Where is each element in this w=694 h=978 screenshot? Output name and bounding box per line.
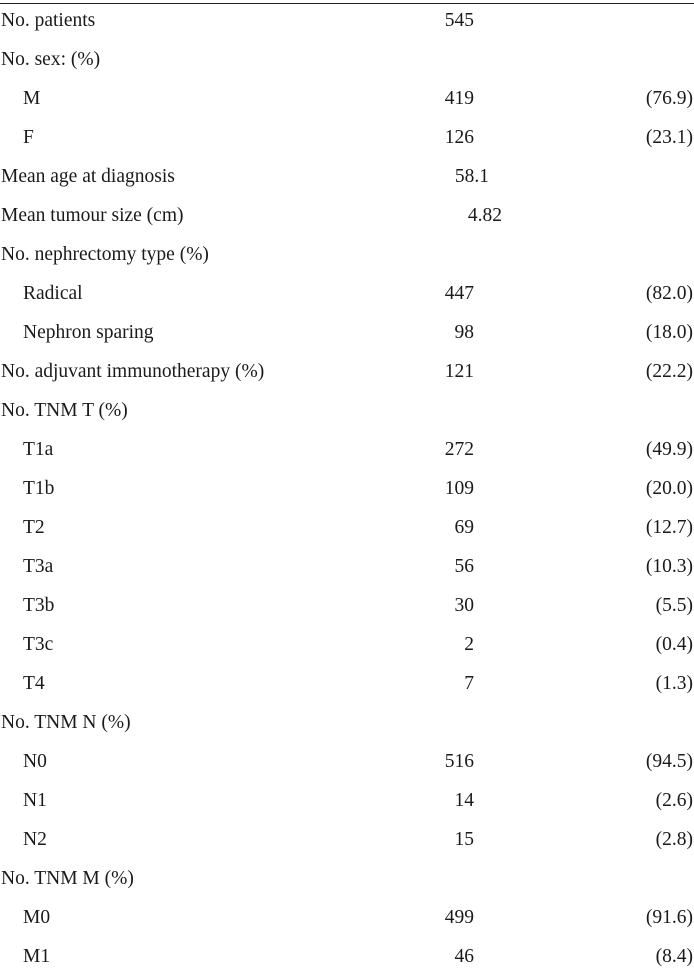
- row-label: T2: [23, 517, 45, 538]
- row-percent: (20.0): [645, 478, 693, 499]
- table-row: No. sex: (%): [0, 42, 694, 81]
- row-percent: (2.6): [655, 790, 693, 811]
- table-row: M 419 (76.9): [0, 81, 694, 120]
- row-count: 447: [444, 283, 474, 304]
- row-percent: (22.2): [645, 361, 693, 382]
- table-row: Mean tumour size (cm) 4.82: [0, 198, 694, 237]
- row-percent: (82.0): [645, 283, 693, 304]
- row-percent: (1.3): [655, 673, 693, 694]
- table-row: N1 14 (2.6): [0, 783, 694, 822]
- row-label: M: [23, 88, 41, 109]
- table-row: No. patients 545: [0, 3, 694, 42]
- table-row: Mean age at diagnosis 58.1: [0, 159, 694, 198]
- table-row: No. nephrectomy type (%): [0, 237, 694, 276]
- table-row: Radical 447 (82.0): [0, 276, 694, 315]
- table-row: M1 46 (8.4): [0, 939, 694, 978]
- row-label: N2: [23, 829, 47, 850]
- row-label: No. nephrectomy type (%): [1, 244, 209, 265]
- row-label: M0: [23, 907, 51, 928]
- table-row: No. TNM M (%): [0, 861, 694, 900]
- table-row: F 126 (23.1): [0, 120, 694, 159]
- row-percent: (12.7): [645, 517, 693, 538]
- table-row: T3a 56 (10.3): [0, 549, 694, 588]
- row-label: T3c: [23, 634, 54, 655]
- row-label: No. patients: [1, 10, 96, 31]
- table-top-rule: [0, 3, 694, 4]
- row-count: 30: [454, 595, 475, 616]
- row-count: 69: [454, 517, 475, 538]
- row-label: N1: [23, 790, 47, 811]
- row-label: T3b: [23, 595, 55, 616]
- table-row: N2 15 (2.8): [0, 822, 694, 861]
- row-label: T1b: [23, 478, 55, 499]
- row-count: 419: [444, 88, 474, 109]
- row-label: M1: [23, 946, 51, 967]
- row-percent: (23.1): [645, 127, 693, 148]
- table-row: No. TNM T (%): [0, 393, 694, 432]
- table-row: T1b 109 (20.0): [0, 471, 694, 510]
- row-label: T1a: [23, 439, 54, 460]
- row-label: No. sex: (%): [1, 49, 101, 70]
- row-count: 121: [444, 361, 474, 382]
- row-percent: (94.5): [645, 751, 693, 772]
- row-percent: (10.3): [645, 556, 693, 577]
- table-row: No. TNM N (%): [0, 705, 694, 744]
- row-percent: (2.8): [655, 829, 693, 850]
- table-row: M0 499 (91.6): [0, 900, 694, 939]
- row-count: 56: [454, 556, 475, 577]
- row-label: Radical: [23, 283, 83, 304]
- table-row: N0 516 (94.5): [0, 744, 694, 783]
- row-count: 14: [454, 790, 475, 811]
- table-row: Nephron sparing 98 (18.0): [0, 315, 694, 354]
- row-percent: (91.6): [645, 907, 693, 928]
- row-count: 272: [444, 439, 474, 460]
- table-row: T1a 272 (49.9): [0, 432, 694, 471]
- row-percent: (0.4): [655, 634, 693, 655]
- row-label: Mean age at diagnosis: [1, 166, 175, 187]
- row-count: 98: [454, 322, 475, 343]
- table-row: T3b 30 (5.5): [0, 588, 694, 627]
- table-row: T4 7 (1.3): [0, 666, 694, 705]
- row-count: 58.1: [454, 166, 489, 187]
- row-label: No. TNM M (%): [1, 868, 134, 889]
- row-percent: (76.9): [645, 88, 693, 109]
- row-label: F: [23, 127, 34, 148]
- row-label: No. TNM N (%): [1, 712, 131, 733]
- row-count: 7: [464, 673, 474, 694]
- row-label: No. adjuvant immunotherapy (%): [1, 361, 265, 382]
- row-count: 46: [454, 946, 475, 967]
- row-percent: (8.4): [655, 946, 693, 967]
- row-label: T4: [23, 673, 45, 694]
- row-count: 2: [464, 634, 474, 655]
- row-label: Mean tumour size (cm): [1, 205, 184, 226]
- row-label: N0: [23, 751, 47, 772]
- row-percent: (49.9): [645, 439, 693, 460]
- table-row: No. adjuvant immunotherapy (%) 121 (22.2…: [0, 354, 694, 393]
- table-row: T3c 2 (0.4): [0, 627, 694, 666]
- row-percent: (18.0): [645, 322, 693, 343]
- row-count: 516: [444, 751, 474, 772]
- row-label: No. TNM T (%): [1, 400, 128, 421]
- row-count: 545: [444, 10, 474, 31]
- row-count: 109: [444, 478, 474, 499]
- row-label: T3a: [23, 556, 54, 577]
- row-count: 15: [454, 829, 475, 850]
- patient-characteristics-table: No. patients 545 No. sex: (%) M 419 (76.…: [0, 3, 694, 978]
- table-row: T2 69 (12.7): [0, 510, 694, 549]
- row-count: 4.82: [467, 205, 502, 226]
- row-count: 499: [444, 907, 474, 928]
- row-percent: (5.5): [655, 595, 693, 616]
- row-label: Nephron sparing: [23, 322, 154, 343]
- row-count: 126: [444, 127, 474, 148]
